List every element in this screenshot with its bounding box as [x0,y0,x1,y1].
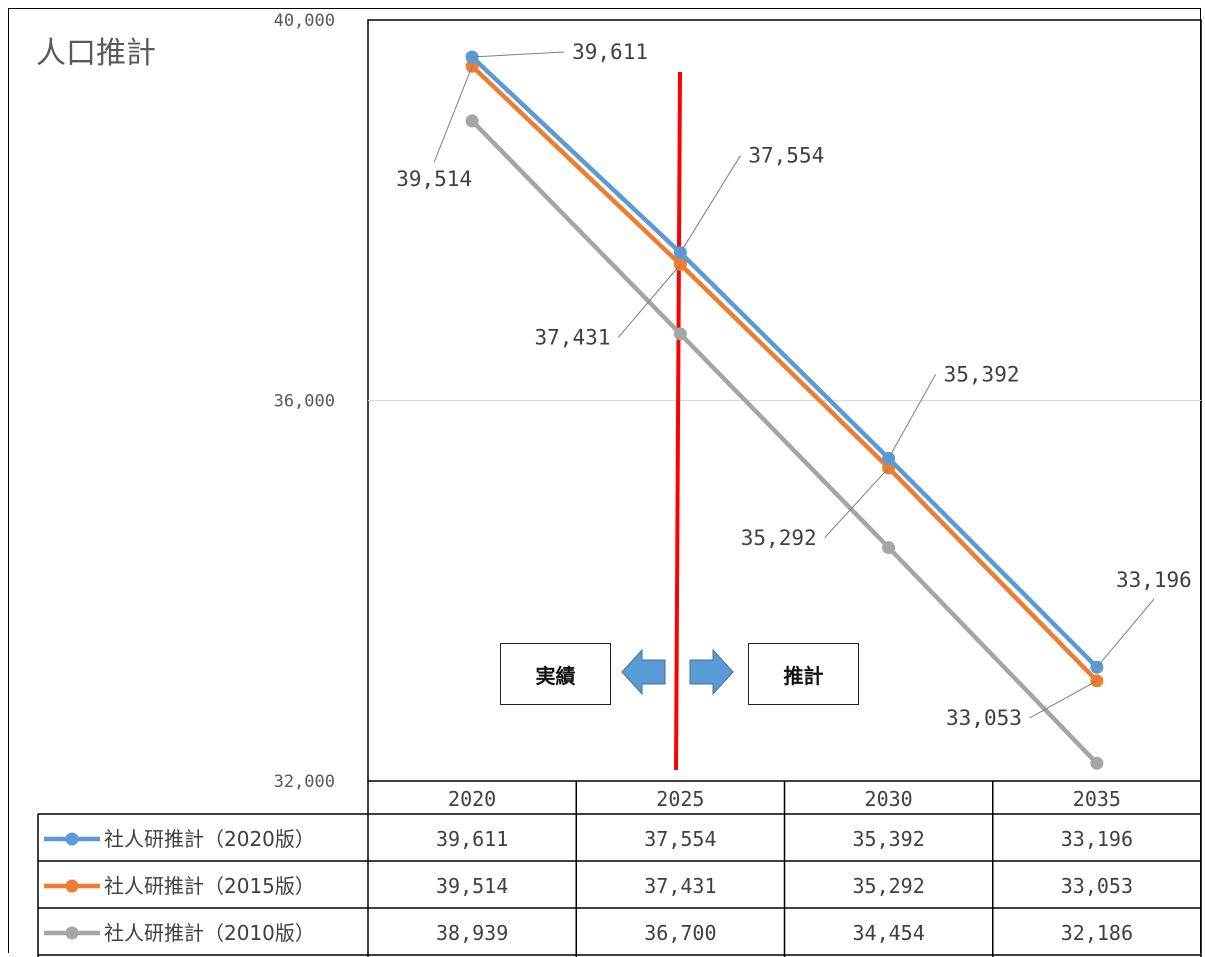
period-arrows [621,648,734,696]
leader-line [472,51,565,58]
left-arrow-icon [621,648,666,696]
series-line [470,64,1099,683]
series-line [470,119,1099,765]
right-arrow-icon [689,648,734,696]
table-cell: 33,053 [1061,874,1133,898]
legend-marker [65,879,79,893]
table-cell: 37,554 [644,827,716,851]
table-cell: 34,454 [853,921,925,945]
x-category-label: 2030 [865,787,913,811]
y-axis-ticks: 40,000 36,000 32,000 [274,11,335,792]
series-group [465,50,1104,770]
chart-title: 人口推計 [36,36,156,71]
table-cell: 37,431 [644,874,716,898]
data-label: 37,554 [748,144,824,168]
leader-line [1096,598,1155,668]
data-label: 39,514 [396,167,472,191]
table-cell: 39,611 [436,827,508,851]
data-point [1090,756,1104,770]
leader-line [824,467,889,539]
data-point [673,327,687,341]
data-label: 39,611 [572,40,648,64]
table-cell: 35,292 [853,874,925,898]
table-cell: 33,196 [1061,827,1133,851]
forecast-label-box: 推計 [748,643,859,705]
data-label: 35,292 [741,526,817,550]
leader-line [1029,680,1098,719]
legend-marker [65,926,79,940]
leader-line [679,155,741,253]
x-category-label: 2020 [448,787,496,811]
table-cell: 32,186 [1061,921,1133,945]
series-line [470,55,1099,669]
divider-line [674,71,682,771]
data-label: 35,392 [944,362,1020,386]
data-labels: 39,611 37,554 35,392 33,196 39,514 37,431 35,2… [396,40,1192,730]
series-name: 社人研推計（2010版） [104,921,315,945]
leader-line [617,264,681,338]
table-cell: 38,939 [436,921,508,945]
series-name: 社人研推計（2015版） [104,874,315,898]
series-name: 社人研推計（2020版） [104,827,315,851]
x-category-label: 2035 [1073,787,1121,811]
y-tick-label: 40,000 [274,11,335,31]
actual-label-box: 実績 [500,643,611,705]
y-tick-label: 32,000 [274,772,335,792]
leader-line [433,66,473,163]
data-label: 33,196 [1116,568,1192,592]
legend-marker [65,832,79,846]
y-tick-label: 36,000 [274,392,335,412]
leader-line [888,374,937,459]
table-cell: 36,700 [644,921,716,945]
data-point [882,541,896,555]
data-table: 2020 2025 2030 2035 社人研推計（2020版） 39,611 37,554… [37,781,1202,957]
x-category-label: 2025 [656,787,704,811]
table-cell: 39,514 [436,874,508,898]
table-cell: 35,392 [853,827,925,851]
data-point [465,114,479,128]
data-label: 33,053 [946,706,1022,730]
data-label: 37,431 [535,325,611,349]
